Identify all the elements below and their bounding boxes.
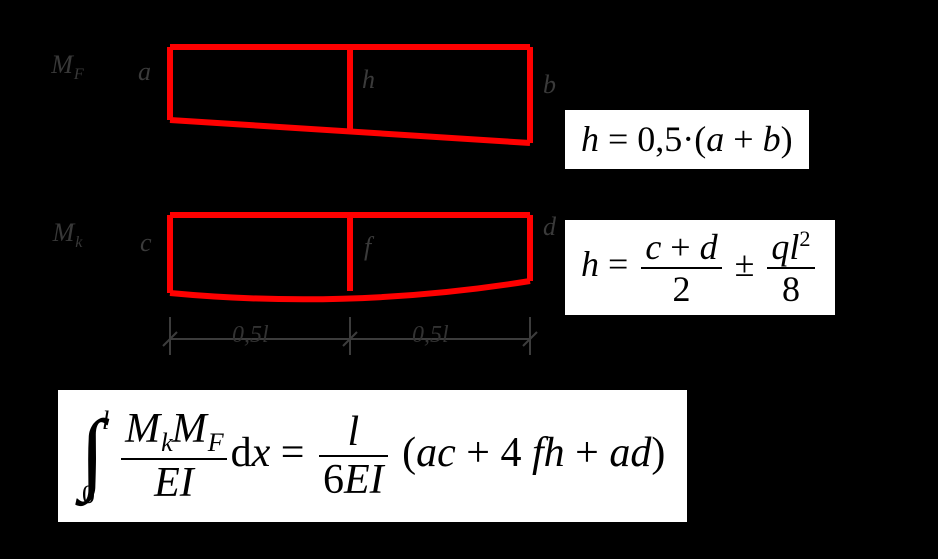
f2-eq: =: [608, 244, 637, 284]
f1-b: b: [763, 119, 781, 159]
mf-label: MF: [51, 50, 83, 84]
dim-right: 0,5l: [412, 322, 449, 349]
f3-x: x: [252, 430, 271, 476]
f1-plus: +: [724, 119, 762, 159]
f1-h: h: [581, 119, 599, 159]
f2-frac2: ql2 8: [767, 228, 814, 307]
f3-dx: d: [231, 430, 252, 476]
f1-close: ): [781, 119, 793, 159]
f3-open: (: [402, 430, 416, 476]
f3-frac1: MkMF EI: [121, 408, 226, 504]
f3-close: ): [651, 430, 665, 476]
f3-eq: =: [281, 430, 315, 476]
formula-h-quadratic: h = c + d 2 ± ql2 8: [565, 220, 835, 315]
dimension-lines: [163, 317, 537, 355]
f1-a: a: [706, 119, 724, 159]
upper-trapezoid: [170, 47, 530, 143]
label-h: h: [362, 65, 375, 95]
f2-pm: ±: [735, 244, 764, 284]
f2-h: h: [581, 244, 599, 284]
mf-circle: MF: [32, 32, 102, 102]
label-b: b: [543, 70, 556, 100]
integral-sign: l ∫ 0: [80, 419, 105, 494]
label-a: a: [138, 57, 151, 87]
formula-h-linear: h = 0,5·(a + b): [565, 110, 809, 169]
dim-left: 0,5l: [232, 322, 269, 349]
label-d: d: [543, 212, 556, 242]
label-f: f: [364, 232, 371, 262]
f3-frac2: l 66EIEI: [319, 411, 388, 501]
moment-diagrams: [125, 35, 555, 365]
formula-integral: l ∫ 0 MkMF EI dx = l 66EIEI (ac + 4 fh +…: [58, 390, 687, 522]
f2-frac1: c + d 2: [641, 229, 721, 307]
lower-curved-trapezoid: [170, 215, 530, 299]
mk-circle: Mk: [32, 200, 102, 270]
label-c: c: [140, 228, 152, 258]
mk-label: Mk: [53, 218, 82, 252]
f1-eq: = 0,5·(: [599, 119, 706, 159]
